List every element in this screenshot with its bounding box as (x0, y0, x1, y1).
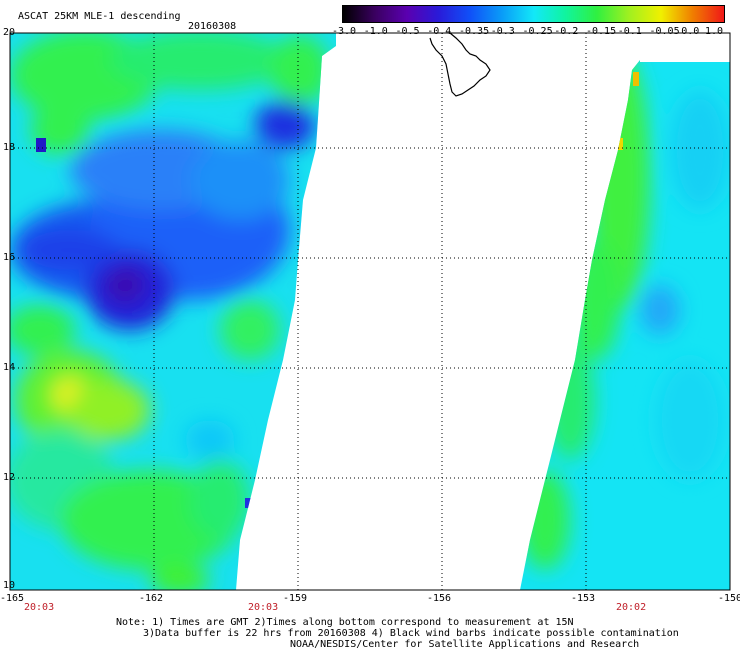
lat-label-10: 10 (3, 580, 16, 591)
colorbar-segment (692, 6, 724, 22)
lat-lon-grid (10, 33, 730, 590)
colorbar-tick-label: -1.0 (363, 26, 388, 37)
lon-label-165: -165 (0, 593, 25, 604)
colorbar-segment (501, 6, 534, 22)
colorbar-tick-label: -0.15 (586, 26, 617, 37)
product-title: ASCAT 25KM MLE-1 descending (18, 11, 181, 22)
lat-label-12: 12 (3, 472, 16, 483)
colorbar-tick-label: 0.0 (681, 26, 700, 37)
product-date: 20160308 (188, 21, 237, 32)
note-line-2: 3)Data buffer is 22 hrs from 20160308 4)… (143, 628, 679, 639)
colorbar-segment (628, 6, 661, 22)
lon-label-156: -156 (427, 593, 452, 604)
colorbar-segment (374, 6, 407, 22)
colorbar-segment (597, 6, 629, 22)
lon-label-162: -162 (139, 593, 164, 604)
colorbar-segment (533, 6, 566, 22)
time-label-right: 20:02 (616, 602, 647, 613)
colorbar-tick-label: 1.0 (705, 26, 724, 37)
lon-label-153: -153 (571, 593, 596, 604)
colorbar-tick-label: -0.5 (395, 26, 420, 37)
map-frame (9, 32, 731, 591)
lon-label-159: -159 (283, 593, 308, 604)
left-swath (10, 33, 336, 590)
colorbar-segment (343, 6, 375, 22)
lat-label-20: 20 (3, 27, 16, 38)
lon-label-150: -150 (718, 593, 740, 604)
colorbar-segment (565, 6, 597, 22)
colorbar-segment (438, 6, 470, 22)
note-line-3: NOAA/NESDIS/Center for Satellite Applica… (290, 639, 640, 650)
lat-label-14: 14 (3, 362, 16, 373)
colorbar-segment (406, 6, 439, 22)
colorbar-tick-label: -0.35 (459, 26, 490, 37)
colorbar-segment (470, 6, 502, 22)
colorbar-tick-label: -0.3 (490, 26, 515, 37)
colorbar-tick-label: -0.2 (554, 26, 579, 37)
colorbar-tick-label: -0.25 (522, 26, 553, 37)
right-swath (520, 60, 730, 590)
colorbar-tick-label: -3.0 (332, 26, 357, 37)
lat-label-18: 18 (3, 142, 16, 153)
time-label-left: 20:03 (24, 602, 55, 613)
lat-label-16: 16 (3, 252, 16, 263)
colorbar-tick-label: -0.1 (617, 26, 642, 37)
colorbar (342, 5, 725, 23)
colorbar-segment (660, 6, 693, 22)
coastline-hawaii (429, 32, 491, 97)
time-label-middle: 20:03 (248, 602, 279, 613)
colorbar-tick-label: -0.4 (427, 26, 452, 37)
note-line-1: Note: 1) Times are GMT 2)Times along bot… (116, 617, 574, 628)
colorbar-tick-label: -0.05 (649, 26, 680, 37)
